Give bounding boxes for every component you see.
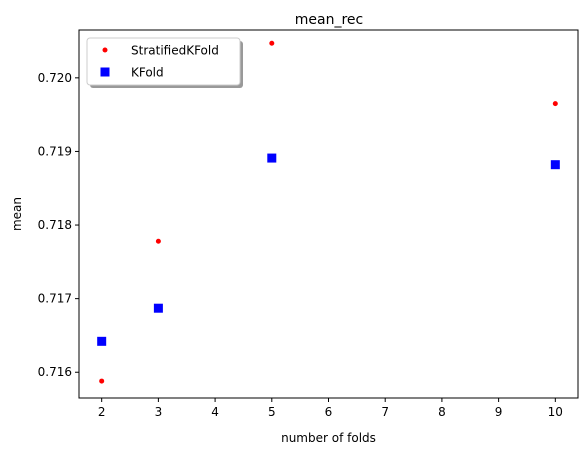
data-point-square [550, 160, 560, 170]
data-points [97, 40, 560, 384]
data-point-square [153, 303, 163, 313]
x-tick-label: 6 [325, 405, 333, 419]
x-axis-label: number of folds [281, 431, 376, 445]
y-tick-label: 0.718 [38, 218, 72, 232]
x-tick-label: 4 [211, 405, 219, 419]
y-tick-label: 0.716 [38, 365, 72, 379]
x-tick-label: 2 [98, 405, 106, 419]
x-axis-ticks: 2 3 4 5 6 7 8 9 10 [98, 398, 563, 419]
data-point-circle [155, 238, 161, 244]
data-point-square [97, 336, 107, 346]
y-tick-label: 0.719 [38, 144, 72, 158]
y-axis-ticks: 0.716 0.717 0.718 0.719 0.720 [38, 71, 79, 379]
chart-title: mean_rec [295, 12, 363, 28]
legend-box [86, 37, 241, 86]
legend-label: StratifiedKFold [131, 44, 219, 58]
y-tick-label: 0.717 [38, 292, 72, 306]
legend-marker-square [100, 67, 110, 77]
x-tick-label: 9 [495, 405, 503, 419]
x-tick-label: 7 [381, 405, 389, 419]
data-point-circle [99, 378, 105, 384]
x-tick-label: 8 [438, 405, 446, 419]
x-tick-label: 3 [155, 405, 163, 419]
legend: StratifiedKFold KFold [86, 37, 243, 88]
plot-area [78, 29, 579, 399]
y-tick-label: 0.720 [38, 71, 72, 85]
data-point-circle [269, 40, 275, 46]
data-point-square [267, 153, 277, 163]
x-tick-label: 5 [268, 405, 276, 419]
legend-label: KFold [131, 66, 164, 80]
data-point-circle [552, 101, 558, 107]
y-axis-label: mean [10, 197, 24, 231]
legend-marker-circle [102, 47, 108, 53]
x-tick-label: 10 [548, 405, 563, 419]
